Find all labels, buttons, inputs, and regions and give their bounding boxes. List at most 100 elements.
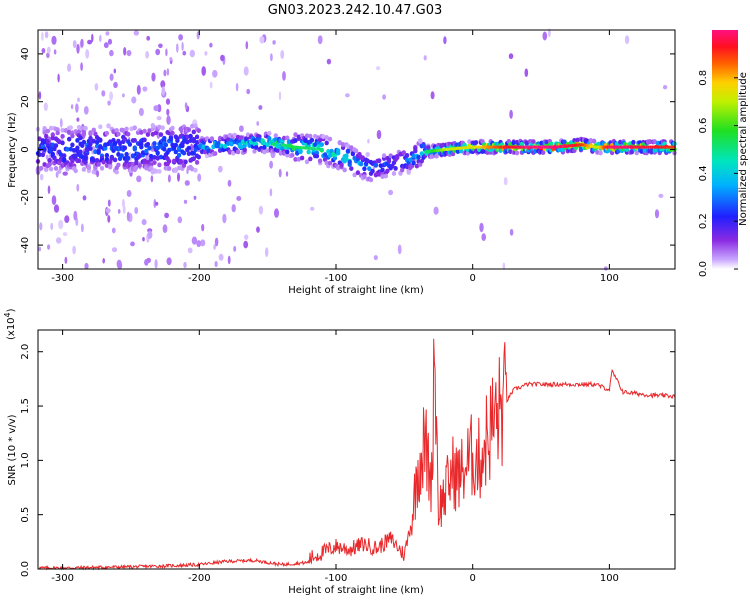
spectrogram-ridge-core — [304, 146, 306, 150]
spectrogram-ridge-core — [596, 145, 598, 149]
spectrogram-noise-cell — [111, 227, 116, 234]
spectrogram-noise-cell — [162, 224, 168, 234]
spectrogram-noise-cell — [235, 82, 239, 92]
spectrogram-ridge-cell — [275, 148, 280, 153]
spectrogram-noise-cell — [62, 232, 68, 237]
spectrogram-noise-cell — [282, 71, 286, 81]
spectrogram-ridge-cell — [265, 148, 270, 154]
spectrogram-ridge-cell — [204, 136, 210, 142]
spectrogram-ridge-cell — [191, 138, 196, 144]
spectrogram-ridge-cell — [349, 166, 354, 172]
spectrogram-ridge-cell — [355, 170, 361, 176]
spectrogram-ridge-cell — [383, 173, 388, 179]
spectrogram-noise-cell — [145, 51, 150, 59]
spectrogram-ridge-core — [543, 145, 545, 149]
spectrogram-ridge-core — [671, 145, 674, 149]
spectrogram-ridge-cell — [98, 137, 103, 143]
spectrogram-ridge-cell — [406, 170, 411, 175]
spectrogram-ridge-cell — [340, 142, 346, 147]
spectrogram-ridge-cell — [647, 139, 652, 144]
spectrogram-ridge-core — [450, 147, 452, 151]
spectrogram-y-ticks: -40 -20 0 20 40 — [20, 48, 675, 253]
spectrogram-ridge-core — [470, 145, 473, 149]
spectrogram-ridge-core — [528, 145, 530, 149]
spectrogram-ridge-core — [468, 146, 470, 149]
spectrogram-ridge-cell — [293, 138, 298, 143]
spectrogram-ridge-cell — [104, 153, 110, 158]
spectrogram-ridge-cell — [196, 154, 201, 160]
spectrogram-noise-cell — [274, 208, 279, 218]
spectrogram-noise-cell — [209, 81, 213, 89]
spectrogram-ridge-cell — [152, 141, 157, 146]
spectrogram-ridge-cell — [222, 144, 228, 149]
spectrogram-ridge-cell — [532, 149, 538, 154]
spectrogram-ridge-core — [563, 144, 566, 148]
spectrogram-ridge-core — [286, 144, 288, 148]
spectrogram-ridge-core — [306, 146, 309, 150]
spectrogram-ridge-core — [477, 145, 479, 149]
spectrogram-ridge-cell — [158, 154, 164, 160]
spectrogram-ridge-cell — [40, 152, 46, 158]
spectrogram-noise-cell — [166, 115, 171, 125]
spectrogram-ridge-core — [559, 145, 561, 149]
snr-multiplier-prefix: (x10 — [6, 317, 17, 340]
spectrogram-ridge-core — [305, 146, 307, 150]
spectrogram-ridge-cell — [45, 128, 50, 134]
spectrogram-ridge-core — [566, 144, 568, 148]
spectrogram-noise-cell — [153, 198, 157, 209]
spectrogram-ridge-cell — [142, 128, 147, 134]
spectrogram-ridge-core — [622, 145, 624, 149]
spectrogram-ridge-core — [515, 145, 518, 149]
spectrogram-ridge-cell — [362, 166, 367, 172]
spectrogram-noise-cell — [397, 244, 402, 255]
colorbar-label: Normalized spectral amplitude — [738, 72, 749, 226]
spectrogram-noise-cell — [126, 190, 132, 197]
spectrogram-ridge-cell — [190, 166, 195, 172]
spectrogram-ridge-core — [662, 145, 664, 149]
spectrogram-noise-cell — [101, 90, 106, 97]
spectrogram-ridge-cell — [147, 128, 152, 134]
spectrogram-ridge-core — [593, 145, 596, 149]
spectrogram-noise-cell — [138, 107, 144, 117]
spectrogram-ridge-core — [541, 145, 544, 149]
spectrogram-ridge-core — [494, 145, 496, 149]
spectrogram-ridge-cell — [414, 163, 420, 169]
spectrogram-ridge-cell — [139, 144, 144, 150]
spectrogram-ridge-core — [518, 145, 520, 149]
spectrogram-ridge-cell — [163, 142, 169, 148]
spectrogram-noise-cell — [503, 177, 508, 186]
spectrogram-ridge-cell — [162, 135, 167, 141]
spectrogram-x-label: Height of straight line (km) — [288, 285, 424, 296]
spectrogram-ridge-core — [288, 144, 291, 148]
spectrogram-noise-cell — [222, 213, 227, 224]
spectrogram-noise-cell — [39, 173, 44, 181]
spectrogram-ridge-cell — [336, 148, 341, 154]
spectrogram-ridge-cell — [78, 135, 83, 141]
spectrogram-ridge-core — [524, 145, 526, 149]
spectrogram-ridge-cell — [186, 151, 192, 157]
spectrogram-ridge-cell — [344, 153, 349, 159]
spectrogram-ridge-cell — [285, 135, 290, 141]
spectrogram-ridge-cell — [391, 171, 397, 176]
spectrogram-ridge-cell — [153, 168, 159, 174]
spectrogram-ridge-core — [284, 143, 287, 147]
spectrogram-noise-cell — [258, 105, 263, 110]
spectrogram-noise-cell — [51, 35, 57, 45]
spectrogram-ridge-core — [580, 143, 582, 147]
spectrogram-noise-cell — [107, 215, 111, 223]
spectrogram-noise-cell — [72, 40, 77, 49]
spectrogram-ridge-cell — [48, 166, 54, 172]
spectrogram-ridge-core — [488, 145, 490, 149]
spectrogram-ridge-cell — [618, 139, 623, 145]
spectrogram-ridge-core — [634, 145, 637, 149]
spectrogram-ridge-cell — [467, 139, 472, 145]
spectrogram-noise-cell — [75, 103, 79, 113]
spectrogram-noise-cell — [433, 206, 439, 215]
spectrogram-noise-cell — [136, 175, 142, 183]
spectrogram-noise-cell — [109, 73, 114, 81]
spectrogram-ridge-cell — [308, 156, 313, 162]
spectrogram-ridge-core — [314, 147, 317, 151]
spectrogram-ridge-cell — [358, 161, 364, 167]
spectrogram-ridge-core — [297, 145, 299, 149]
